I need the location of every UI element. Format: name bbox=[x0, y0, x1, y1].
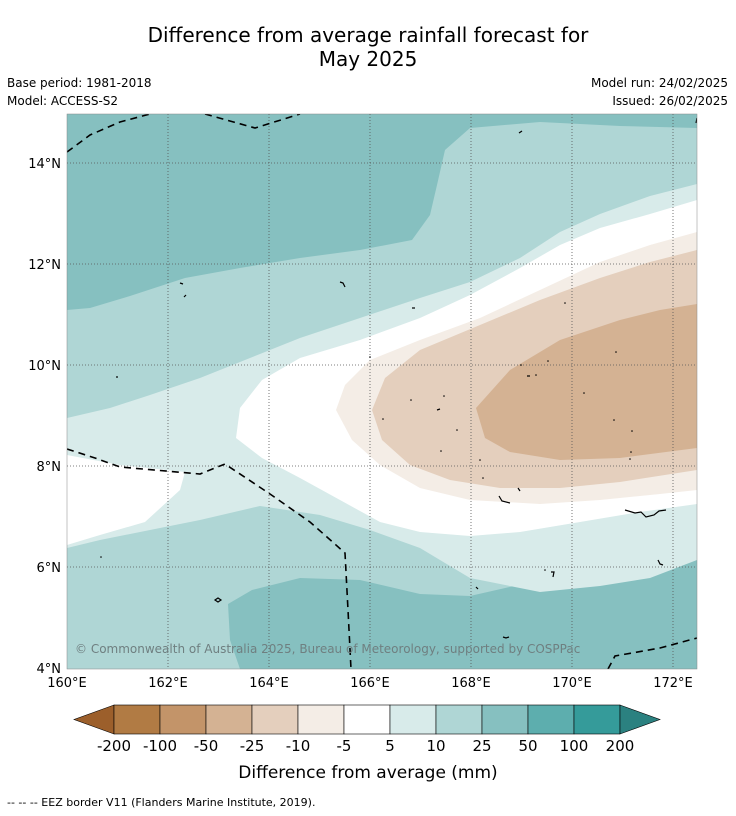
contour-neg25-neg50 bbox=[476, 304, 697, 460]
colorbar-tick-label: -5 bbox=[337, 737, 352, 755]
colorbar-tick-label: 200 bbox=[606, 737, 635, 755]
colorbar-tick-label: 25 bbox=[472, 737, 491, 755]
map-title-line1: Difference from average rainfall forecas… bbox=[147, 23, 589, 47]
contour-neutral bbox=[67, 455, 185, 545]
colorbar-swatch bbox=[527, 704, 575, 735]
model-name: Model: ACCESS-S2 bbox=[7, 94, 119, 108]
colorbar-swatch bbox=[389, 704, 437, 735]
colorbar-swatch bbox=[435, 704, 483, 735]
lat-label: 4°N bbox=[37, 662, 62, 677]
model-run: Model run: 24/02/2025 bbox=[590, 76, 728, 90]
map-panel bbox=[67, 114, 697, 669]
colorbar-swatch bbox=[205, 704, 253, 735]
lon-label: 164°E bbox=[249, 676, 289, 691]
latitude-labels: 14°N 12°N 10°N 8°N 6°N 4°N bbox=[28, 157, 61, 677]
colorbar-tick-label: -100 bbox=[143, 737, 177, 755]
map-frame bbox=[66, 113, 698, 670]
copyright-notice: © Commonwealth of Australia 2025, Bureau… bbox=[75, 642, 580, 656]
lat-label: 8°N bbox=[37, 460, 62, 475]
colorbar-swatch bbox=[481, 704, 529, 735]
lon-label: 172°E bbox=[653, 676, 693, 691]
colorbar-extend-low bbox=[73, 704, 115, 735]
colorbar-swatch bbox=[159, 704, 207, 735]
lon-label: 168°E bbox=[451, 676, 491, 691]
base-period: Base period: 1981-2018 bbox=[7, 76, 152, 90]
map-title-line2: May 2025 bbox=[318, 47, 418, 71]
colorbar-title: Difference from average (mm) bbox=[238, 763, 497, 783]
colorbar: -200 -100 -50 -25 -10 -5 5 10 25 50 100 200 bbox=[73, 704, 661, 755]
lat-label: 6°N bbox=[37, 561, 62, 576]
graticule bbox=[67, 114, 697, 669]
islands bbox=[116, 117, 697, 639]
colorbar-tick-label: 50 bbox=[518, 737, 537, 755]
colorbar-tick-label: 100 bbox=[560, 737, 589, 755]
colorbar-swatch bbox=[113, 704, 161, 735]
lon-label: 170°E bbox=[552, 676, 592, 691]
lon-label: 160°E bbox=[47, 676, 87, 691]
footnote: -- -- -- EEZ border V11 (Flanders Marine… bbox=[7, 796, 316, 809]
lon-label: 162°E bbox=[148, 676, 188, 691]
lat-label: 10°N bbox=[28, 359, 61, 374]
lat-label: 14°N bbox=[28, 157, 61, 172]
issued-date: Issued: 26/02/2025 bbox=[612, 94, 728, 108]
lon-label: 166°E bbox=[350, 676, 390, 691]
colorbar-extend-high bbox=[619, 704, 661, 735]
longitude-labels: 160°E 162°E 164°E 166°E 168°E 170°E 172°… bbox=[47, 676, 693, 691]
colorbar-tick-label: 10 bbox=[426, 737, 445, 755]
colorbar-tick-label: 5 bbox=[385, 737, 395, 755]
colorbar-swatch bbox=[573, 704, 621, 735]
lat-label: 12°N bbox=[28, 258, 61, 273]
contour-25-50-north bbox=[67, 114, 697, 310]
colorbar-tick-label: -200 bbox=[97, 737, 131, 755]
colorbar-tick-label: -50 bbox=[194, 737, 219, 755]
colorbar-swatch bbox=[343, 704, 391, 735]
island-dots bbox=[100, 302, 633, 571]
eez-border bbox=[67, 114, 697, 669]
colorbar-swatch bbox=[251, 704, 299, 735]
colorbar-tick-label: -25 bbox=[240, 737, 265, 755]
colorbar-swatch bbox=[297, 704, 345, 735]
colorbar-tick-label: -10 bbox=[286, 737, 311, 755]
